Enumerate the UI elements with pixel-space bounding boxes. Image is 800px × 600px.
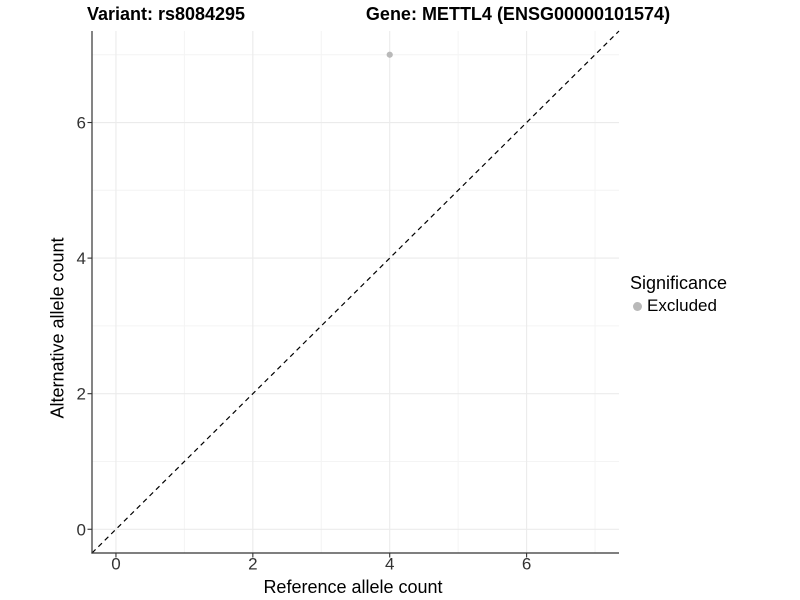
plot-title-variant: Variant: rs8084295: [86, 4, 246, 24]
y-tick-label: 0: [77, 520, 86, 539]
legend-title: Significance: [630, 273, 728, 293]
x-tick-label: 4: [385, 555, 394, 574]
data-point: [386, 51, 393, 58]
legend-item-label: Excluded: [647, 296, 717, 315]
legend-item-excluded: Excluded: [630, 296, 727, 316]
y-axis-title: Alternative allele count: [47, 237, 68, 419]
y-tick-label: 4: [77, 249, 86, 268]
y-tick-label: 6: [77, 114, 86, 133]
plot-title-gene: Gene: METTL4 (ENSG00000101574): [365, 4, 671, 24]
x-tick-label: 6: [522, 555, 531, 574]
identity-dashed-line: [91, 30, 620, 554]
y-tick-label: 2: [77, 385, 86, 404]
legend-point-icon: [633, 301, 642, 311]
x-axis-title: Reference allele count: [263, 577, 443, 597]
legend: Significance Excluded: [630, 273, 727, 316]
x-tick-label: 0: [111, 555, 120, 574]
x-tick-label: 2: [248, 555, 257, 574]
